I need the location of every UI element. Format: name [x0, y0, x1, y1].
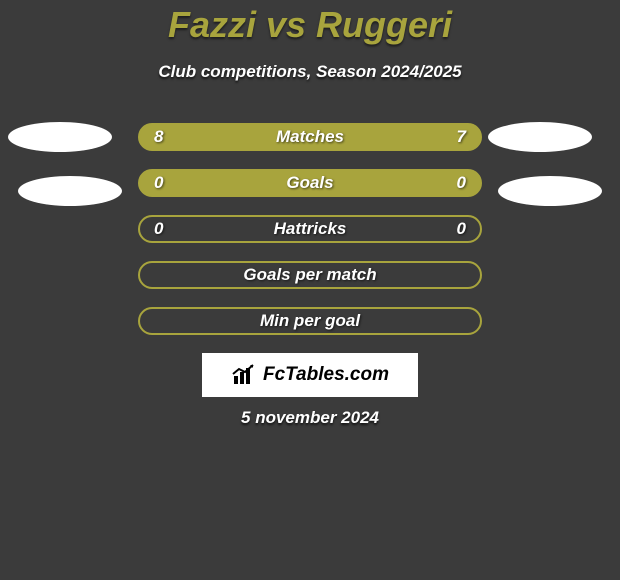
comparison-title: Fazzi vs Ruggeri — [0, 4, 620, 46]
stat-label: Goals per match — [140, 265, 480, 285]
stat-label: Min per goal — [140, 311, 480, 331]
stat-right-value: 0 — [457, 219, 466, 239]
stat-right-value: 7 — [457, 127, 466, 147]
stat-bar: 8 7Matches — [138, 123, 482, 151]
chart-icon — [231, 364, 257, 386]
stat-bar: Min per goal — [138, 307, 482, 335]
player-placeholder-oval — [8, 122, 112, 152]
branding-text: FcTables.com — [263, 364, 389, 386]
generation-date: 5 november 2024 — [0, 408, 620, 428]
stat-label: Matches — [140, 127, 480, 147]
stat-bar: 0 0Goals — [138, 169, 482, 197]
stat-label: Hattricks — [140, 219, 480, 239]
stat-left-value: 8 — [154, 127, 163, 147]
player-placeholder-oval — [488, 122, 592, 152]
stat-right-value: 0 — [457, 173, 466, 193]
stat-label: Goals — [140, 173, 480, 193]
stat-left-value: 0 — [154, 219, 163, 239]
player-placeholder-oval — [498, 176, 602, 206]
stat-left-value: 0 — [154, 173, 163, 193]
comparison-subtitle: Club competitions, Season 2024/2025 — [0, 62, 620, 82]
stat-bar: 0 0Hattricks — [138, 215, 482, 243]
branding-box: FcTables.com — [202, 353, 418, 397]
player-placeholder-oval — [18, 176, 122, 206]
stat-bar: Goals per match — [138, 261, 482, 289]
